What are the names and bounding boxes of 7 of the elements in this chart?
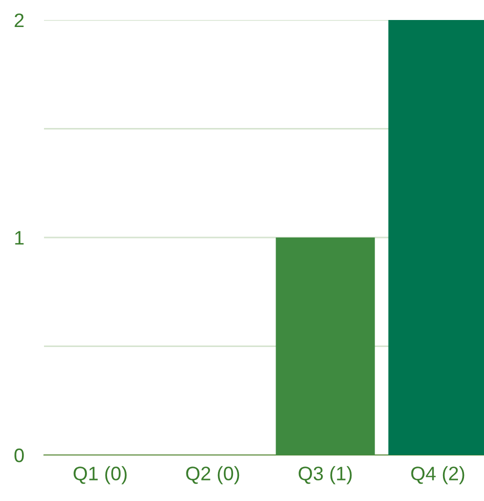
x-tick-label: Q3 (1) (298, 466, 352, 484)
y-tick-label: 0 (14, 448, 24, 462)
y-tick-label: 2 (14, 13, 24, 28)
x-tick-label: Q2 (0) (186, 466, 240, 484)
x-tick-label: Q4 (2) (411, 466, 464, 484)
x-tick-label: Q1 (0) (74, 466, 127, 484)
y-tick-label: 1 (15, 231, 24, 245)
